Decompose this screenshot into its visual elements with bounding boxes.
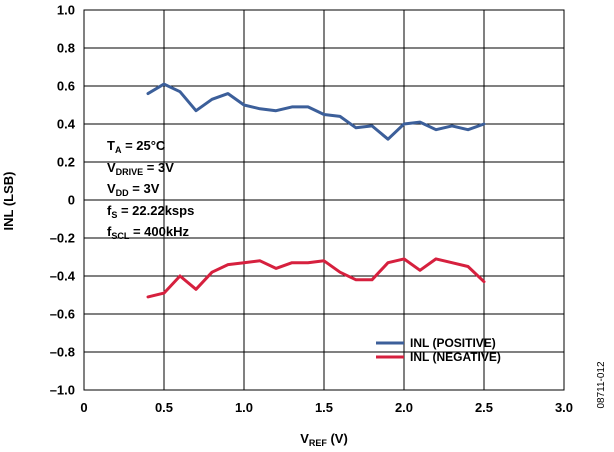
y-tick-label: –0.4 xyxy=(50,269,76,284)
legend: INL (POSITIVE) INL (NEGATIVE) xyxy=(376,336,501,364)
condition-line: VDD = 3V xyxy=(107,181,160,198)
y-tick-label: 0 xyxy=(68,193,75,208)
y-tick-label: –0.8 xyxy=(50,345,75,360)
x-tick-label: 0.5 xyxy=(155,400,173,415)
y-tick-label: 0.4 xyxy=(57,117,76,132)
condition-line: TA = 25°C xyxy=(107,138,166,155)
y-axis-title: INL (LSB) xyxy=(1,172,16,231)
figure-id: 08711-012 xyxy=(596,361,607,409)
legend-label-negative: INL (NEGATIVE) xyxy=(410,350,501,364)
y-tick-label: –0.2 xyxy=(50,231,75,246)
y-tick-label: 1.0 xyxy=(57,3,75,18)
condition-line: VDRIVE = 3V xyxy=(107,160,174,177)
grid xyxy=(83,9,565,391)
x-tick-label: 2.0 xyxy=(395,400,413,415)
y-tick-label: –0.6 xyxy=(50,307,75,322)
series-line-negative xyxy=(146,257,486,299)
legend-label-positive: INL (POSITIVE) xyxy=(410,336,496,350)
x-tick-label: 2.5 xyxy=(475,400,493,415)
x-tick-label: 3.0 xyxy=(555,400,573,415)
x-axis-ticks: 0 0.5 1.0 1.5 2.0 2.5 3.0 xyxy=(80,400,573,415)
y-tick-label: 0.2 xyxy=(57,155,75,170)
conditions-annotation: TA = 25°C VDRIVE = 3V VDD = 3V fS = 22.22ks… xyxy=(107,138,194,241)
series-group xyxy=(146,82,486,299)
x-axis-title: VREF (V) xyxy=(300,431,348,448)
x-tick-label: 0 xyxy=(80,400,87,415)
condition-line: fSCL = 400kHz xyxy=(107,224,189,241)
x-tick-label: 1.5 xyxy=(315,400,333,415)
y-tick-label: 0.8 xyxy=(57,41,75,56)
y-tick-label: 0.6 xyxy=(57,79,75,94)
y-axis-ticks: 1.0 0.8 0.6 0.4 0.2 0 –0.2 –0.4 –0.6 –0.8 –1.0 xyxy=(50,3,76,398)
series-line-positive xyxy=(146,82,486,141)
x-tick-label: 1.0 xyxy=(235,400,253,415)
y-tick-label: –1.0 xyxy=(50,383,75,398)
plot-frame xyxy=(83,9,565,391)
condition-line: fS = 22.22ksps xyxy=(107,203,194,220)
